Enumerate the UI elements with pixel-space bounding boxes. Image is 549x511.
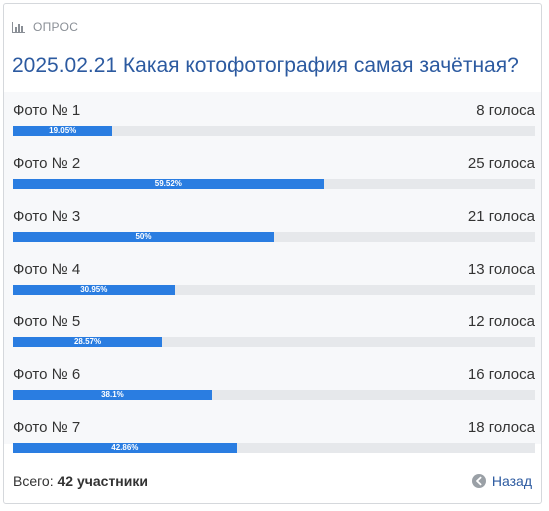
- poll-total: Всего: 42 участники: [13, 473, 148, 489]
- back-button[interactable]: Назад: [471, 473, 532, 489]
- option-label: Фото № 7: [13, 419, 81, 436]
- option-percent: 30.95%: [80, 285, 108, 294]
- option-vote-count: 12 голоса: [467, 313, 535, 330]
- poll-option: Фото № 4 13 голоса 30.95%: [13, 261, 535, 301]
- option-progress-track: 30.95%: [13, 285, 535, 295]
- poll-option: Фото № 6 16 голоса 38.1%: [13, 366, 535, 406]
- option-progress-track: 59.52%: [13, 179, 535, 189]
- bar-chart-icon: [12, 21, 25, 33]
- option-label: Фото № 2: [13, 155, 81, 172]
- option-progress-track: 42.86%: [13, 443, 535, 453]
- option-label: Фото № 3: [13, 208, 81, 225]
- option-progress-track: 50%: [13, 232, 535, 242]
- option-label: Фото № 6: [13, 366, 81, 383]
- option-progress-bar: 19.05%: [13, 126, 113, 136]
- option-percent: 28.57%: [73, 337, 102, 346]
- poll-option: Фото № 5 12 голоса 28.57%: [13, 313, 535, 353]
- option-vote-count: 25 голоса: [467, 155, 535, 172]
- option-vote-count: 16 голоса: [467, 366, 535, 383]
- option-progress-track: 28.57%: [13, 337, 535, 347]
- poll-option: Фото № 2 25 голоса 59.52%: [13, 155, 535, 195]
- total-value: 42 участники: [57, 473, 148, 489]
- back-label: Назад: [491, 473, 532, 489]
- option-vote-count: 18 голоса: [467, 419, 535, 436]
- poll-header-label: ОПРОС: [33, 20, 79, 34]
- option-percent: 50%: [135, 232, 152, 241]
- option-progress-track: 38.1%: [13, 390, 535, 400]
- poll-title: 2025.02.21 Какая котофотография самая за…: [12, 54, 519, 77]
- option-vote-count: 13 голоса: [467, 261, 535, 278]
- option-progress-bar: 42.86%: [13, 443, 237, 453]
- option-progress-bar: 30.95%: [13, 285, 175, 295]
- option-progress-bar: 59.52%: [13, 179, 324, 189]
- option-vote-count: 8 голоса: [476, 102, 535, 119]
- option-progress-bar: 38.1%: [13, 390, 212, 400]
- option-label: Фото № 1: [13, 102, 81, 119]
- poll-option: Фото № 3 21 голоса 50%: [13, 208, 535, 248]
- arrow-left-circle-icon: [471, 474, 486, 488]
- option-percent: 59.52%: [154, 179, 182, 188]
- option-label: Фото № 4: [13, 261, 81, 278]
- option-percent: 19.05%: [49, 126, 77, 135]
- option-progress-track: 19.05%: [13, 126, 535, 136]
- poll-option: Фото № 7 18 голоса 42.86%: [13, 419, 535, 459]
- option-percent: 42.86%: [111, 443, 139, 452]
- option-progress-bar: 28.57%: [13, 337, 163, 347]
- poll-header: ОПРОС: [12, 20, 78, 34]
- option-percent: 38.1%: [101, 390, 124, 399]
- option-vote-count: 21 голоса: [467, 208, 535, 225]
- poll-option: Фото № 1 8 голоса 19.05%: [13, 102, 535, 142]
- poll-results: Фото № 1 8 голоса 19.05% Фото № 2 25 гол…: [4, 92, 541, 453]
- poll-widget: ОПРОС 2025.02.21 Какая котофотография са…: [3, 3, 542, 504]
- option-progress-bar: 50%: [13, 232, 274, 242]
- total-prefix: Всего:: [13, 473, 54, 489]
- option-label: Фото № 5: [13, 313, 81, 330]
